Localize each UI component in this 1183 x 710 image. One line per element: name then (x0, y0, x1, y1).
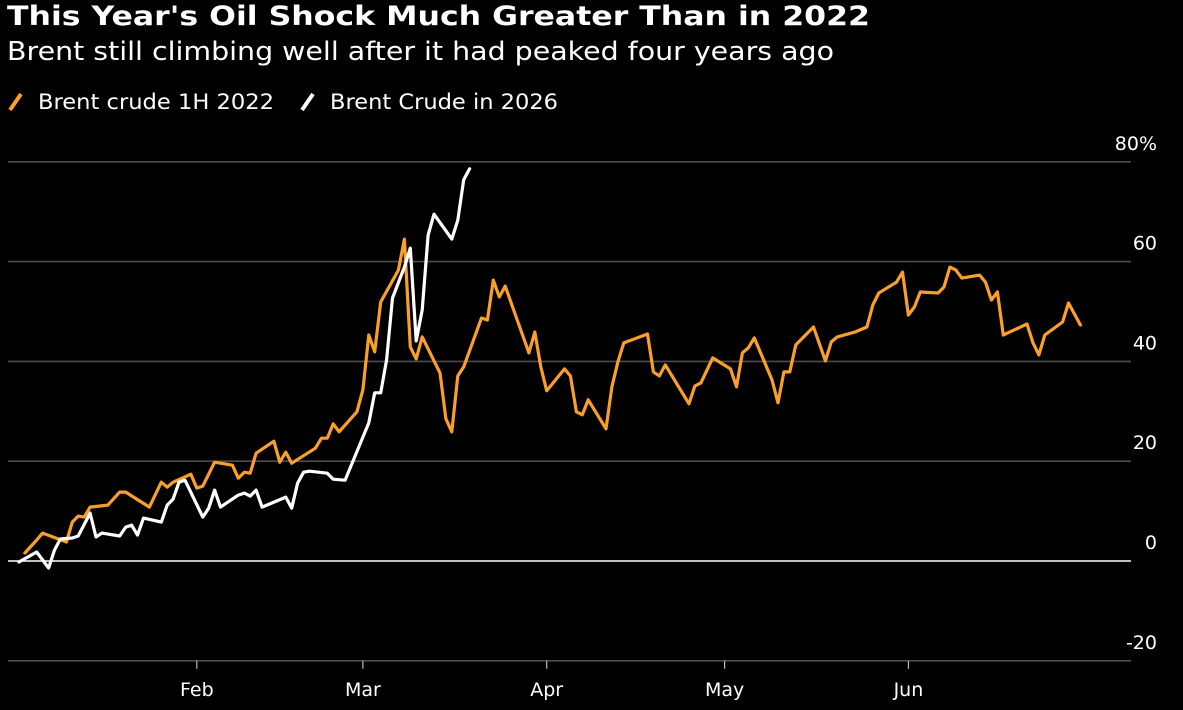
chart-subtitle: Brent still climbing well after it had p… (7, 37, 834, 67)
y-axis: -20 0 20 40 60 80% (1115, 133, 1157, 654)
chart-title: This Year's Oil Shock Much Greater Than … (7, 1, 870, 32)
x-tick-label: Jun (893, 679, 924, 701)
series-line-2026 (17, 167, 472, 570)
x-tick-label: Feb (180, 679, 214, 701)
x-axis: Feb Mar Apr May Jun (180, 660, 924, 701)
y-tick-label: 20 (1133, 432, 1157, 454)
x-tick-label: May (705, 679, 744, 701)
legend-label-2022: Brent crude 1H 2022 (38, 90, 274, 114)
legend: Brent crude 1H 2022 Brent Crude in 2026 (8, 90, 558, 114)
series-line-2022 (23, 237, 1083, 555)
series-points-2022 (24, 239, 1081, 554)
y-tick-label: 0 (1145, 532, 1157, 554)
legend-swatch-2022 (8, 92, 23, 112)
y-tick-label: 80% (1115, 133, 1157, 155)
y-tick-label: 40 (1133, 332, 1157, 354)
legend-label-2026: Brent Crude in 2026 (330, 90, 558, 114)
y-tick-label: -20 (1126, 632, 1157, 654)
x-tick-label: Apr (530, 679, 563, 701)
x-tick-label: Mar (345, 679, 381, 701)
legend-swatch-2026 (300, 92, 315, 112)
series-points-2026 (18, 168, 470, 569)
gridlines (8, 161, 1131, 662)
series-lines (17, 167, 1083, 570)
y-tick-label: 60 (1133, 233, 1157, 255)
